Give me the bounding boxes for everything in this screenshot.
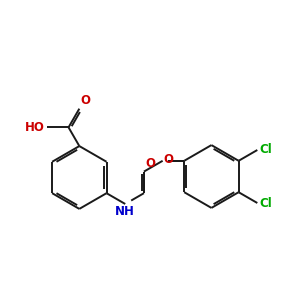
- Text: NH: NH: [115, 205, 135, 218]
- Text: O: O: [164, 153, 174, 166]
- Text: Cl: Cl: [259, 197, 272, 211]
- Text: O: O: [80, 94, 90, 107]
- Text: Cl: Cl: [259, 142, 272, 155]
- Text: O: O: [145, 157, 155, 169]
- Text: HO: HO: [25, 121, 45, 134]
